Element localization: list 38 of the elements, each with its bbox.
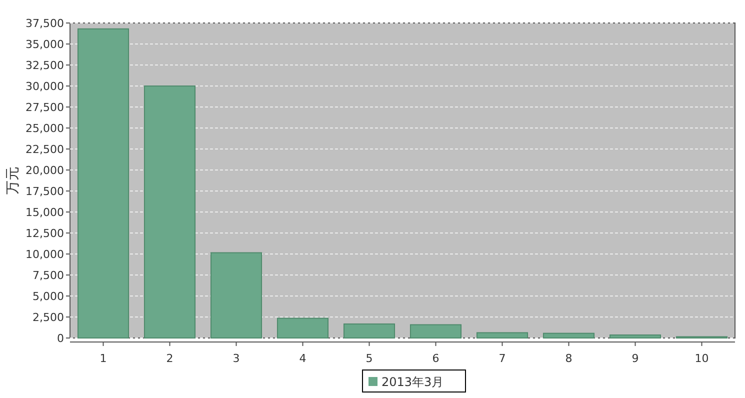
x-tick-label: 6 (432, 352, 440, 365)
y-tick-label: 15,000 (26, 206, 64, 219)
y-tick-label: 2,500 (32, 311, 64, 324)
y-tick-label: 12,500 (26, 227, 64, 240)
y-tick-label: 20,000 (26, 164, 64, 177)
y-tick-label: 32,500 (26, 59, 64, 72)
bar (343, 323, 396, 338)
bar (210, 252, 262, 338)
x-tick-label: 7 (498, 352, 506, 365)
legend-label: 2013年3月 (382, 375, 444, 389)
y-tick-label: 5,000 (32, 290, 64, 303)
y-tick-label: 37,500 (26, 17, 64, 30)
y-tick-label: 27,500 (26, 101, 64, 114)
x-tick-label: 3 (232, 352, 240, 365)
bar (77, 28, 130, 338)
bar (144, 86, 196, 338)
y-axis-title: 万元 (5, 166, 21, 194)
y-tick-label: 7,500 (32, 269, 64, 282)
bar (542, 332, 595, 338)
bar (276, 318, 329, 338)
legend: 2013年3月 (362, 370, 466, 392)
bar (410, 324, 462, 338)
x-tick-label: 1 (100, 352, 107, 365)
x-tick-label: 2 (166, 352, 174, 365)
y-tick-label: 0 (57, 332, 64, 345)
x-tick-label: 5 (366, 352, 373, 365)
bar (476, 332, 528, 338)
x-tick-label: 9 (632, 352, 639, 365)
x-tick-label: 10 (694, 352, 709, 365)
y-tick-label: 10,000 (26, 248, 64, 261)
bar (609, 334, 662, 338)
y-tick-label: 22,500 (26, 143, 64, 156)
x-tick-label: 8 (565, 352, 572, 365)
x-tick-label: 4 (299, 352, 306, 365)
y-tick-label: 35,000 (26, 38, 64, 51)
y-tick-label: 25,000 (26, 122, 64, 135)
y-tick-label: 30,000 (26, 80, 64, 93)
y-tick-label: 17,500 (26, 185, 64, 198)
